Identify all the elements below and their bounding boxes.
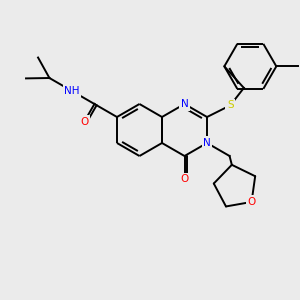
Text: O: O [248,197,256,207]
Text: N: N [203,138,211,148]
Text: N: N [181,99,188,109]
Text: O: O [180,174,189,184]
Text: S: S [227,100,234,110]
Text: N: N [203,138,211,148]
Text: N: N [181,99,188,109]
Text: O: O [248,197,256,207]
Text: S: S [227,100,234,110]
Text: NH: NH [64,86,80,96]
Text: O: O [80,117,88,127]
Text: O: O [180,174,189,184]
Text: O: O [80,117,88,127]
Text: NH: NH [64,86,80,96]
